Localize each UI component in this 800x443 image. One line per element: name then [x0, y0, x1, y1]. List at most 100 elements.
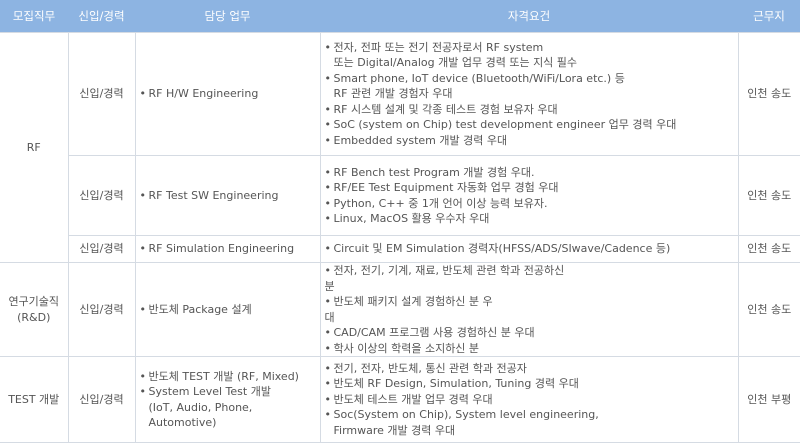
requirement-item: 반도체 패키지 설계 경험하신 분 우대 [325, 294, 734, 325]
type-cell: 신입/경력 [67, 32, 136, 156]
duties-list: 반도체 Package 설계 [140, 302, 316, 318]
requirement-text: RF 시스템 설계 및 각종 테스트 경험 보유자 우대 [333, 102, 558, 116]
position-label: RF [26, 140, 41, 154]
duty-line: (IoT, Audio, Phone, Automotive) [148, 400, 253, 430]
requirement-item: 학사 이상의 학력을 소지하신 분 [325, 341, 734, 357]
table-header: 모집직무 신입/경력 담당 업무 자격요건 근무지 [0, 0, 800, 33]
type-cell: 신입/경력 [68, 235, 136, 263]
requirement-item: CAD/CAM 프로그램 사용 경험하신 분 우대 [325, 325, 734, 341]
duties-list: RF H/W Engineering [140, 86, 316, 102]
duties-cell: RF Test SW Engineering [134, 155, 321, 236]
requirement-text: Circuit 및 EM Simulation 경력자(HFSS/ADS/SIw… [333, 242, 671, 256]
requirement-text: RF/EE Test Equipment 자동화 업무 경험 우대 [333, 181, 559, 194]
requirement-item: Soc(System on Chip), System level engine… [325, 407, 734, 438]
requirement-text: 전자, 전기, 기계, 재료, 반도체 관련 학과 전공하신 [333, 264, 565, 277]
duty-item: System Level Test 개발 (IoT, Audio, Phone, … [140, 384, 316, 431]
requirements-cell: 전기, 전자, 반도체, 통신 관련 학과 전공자반도체 RF Design, … [319, 356, 739, 443]
requirement-item: 반도체 RF Design, Simulation, Tuning 경력 우대 [325, 376, 734, 392]
header-type: 신입/경력 [68, 0, 135, 33]
requirements-cell: 전자, 전파 또는 전기 전공자로서 RF system 또는 Digital/A… [319, 32, 739, 156]
requirement-item: SoC (system on Chip) test development en… [325, 117, 734, 133]
duties-cell: 반도체 Package 설계 [134, 262, 321, 357]
requirement-text: RF Bench test Program 개발 경험 우대. [333, 165, 535, 179]
duty-item: RF Simulation Engineering [140, 241, 316, 257]
requirement-text: Python, C++ 중 1개 언어 이상 능력 보유자. [333, 196, 548, 210]
requirement-item: RF/EE Test Equipment 자동화 업무 경험 우대 [325, 180, 734, 196]
requirement-continuation: 또는 Digital/Analog 개발 업무 경력 또는 지식 필수 [333, 56, 578, 70]
position-label: (R&D) [17, 310, 51, 324]
requirements-list: 전자, 전파 또는 전기 전공자로서 RF system 또는 Digital/A… [325, 40, 734, 149]
requirement-continuation: 대 [324, 310, 335, 324]
requirements-list: 전자, 전기, 기계, 재료, 반도체 관련 학과 전공하신분반도체 패키지 설… [325, 263, 734, 356]
requirement-text: Linux, MacOS 활용 우수자 우대 [333, 212, 490, 225]
duty-item: RF H/W Engineering [140, 86, 316, 102]
requirement-item: 반도체 테스트 개발 업무 경력 우대 [325, 392, 734, 408]
requirement-item: 전기, 전자, 반도체, 통신 관련 학과 전공자 [325, 361, 734, 377]
table-row: RF 신입/경력 RF H/W Engineering 전자, 전파 또는 전기 전공… [0, 32, 800, 263]
duty-line: RF Test SW Engineering [148, 188, 279, 202]
requirement-text: Embedded system 개발 경력 우대 [333, 133, 508, 147]
duties-cell: RF H/W Engineering [134, 32, 321, 156]
location-cell: 인천 부평 [737, 356, 800, 443]
table-row: 신입/경력 RF Test SW Engineering RF Bench test… [0, 155, 800, 236]
requirement-text: 반도체 테스트 개발 업무 경력 우대 [333, 392, 493, 406]
requirements-list: Circuit 및 EM Simulation 경력자(HFSS/ADS/SIw… [325, 241, 734, 257]
position-cell: 연구기술직 (R&D) [0, 262, 69, 357]
requirement-text: Smart phone, IoT device (Bluetooth/WiFi/… [333, 71, 625, 85]
header-position: 모집직무 [0, 0, 68, 33]
duties-cell: 반도체 TEST 개발 (RF, Mixed)System Level Test… [134, 356, 321, 443]
duties-list: 반도체 TEST 개발 (RF, Mixed)System Level Test… [140, 369, 316, 431]
duty-line: System Level Test 개발 [148, 385, 271, 398]
requirement-item: Embedded system 개발 경력 우대 [325, 133, 734, 149]
requirements-cell: 전자, 전기, 기계, 재료, 반도체 관련 학과 전공하신분반도체 패키지 설… [319, 262, 739, 357]
type-cell: 신입/경력 [67, 262, 136, 357]
duty-line: RF H/W Engineering [148, 87, 259, 101]
requirements-cell: Circuit 및 EM Simulation 경력자(HFSS/ADS/SIw… [319, 235, 739, 263]
requirement-item: Linux, MacOS 활용 우수자 우대 [325, 211, 734, 227]
requirement-text: 전기, 전자, 반도체, 통신 관련 학과 전공자 [333, 361, 527, 375]
location-cell: 인천 송도 [737, 155, 800, 236]
position-label: TEST 개발 [8, 392, 60, 406]
requirement-item: RF 시스템 설계 및 각종 테스트 경험 보유자 우대 [325, 102, 734, 118]
location-cell: 인천 송도 [737, 262, 800, 357]
requirement-text: 반도체 RF Design, Simulation, Tuning 경력 우대 [333, 377, 579, 391]
type-cell: 신입/경력 [67, 356, 136, 443]
requirement-continuation: 분 [324, 279, 335, 293]
position-cell: RF [0, 32, 69, 263]
duties-list: RF Simulation Engineering [140, 241, 316, 257]
requirements-cell: RF Bench test Program 개발 경험 우대. RF/EE Tes… [319, 155, 739, 236]
requirement-continuation: RF 관련 개발 경험자 우대 [333, 87, 453, 101]
position-cell: TEST 개발 [0, 356, 69, 443]
duty-item: 반도체 TEST 개발 (RF, Mixed) [140, 369, 316, 385]
header-duties: 담당 업무 [135, 0, 320, 33]
duty-line: RF Simulation Engineering [148, 242, 295, 256]
header-location: 근무지 [738, 0, 800, 33]
table-row: 연구기술직 (R&D) 신입/경력 반도체 Package 설계 전자, 전기, 기계,… [0, 262, 800, 357]
location-cell: 인천 송도 [737, 32, 800, 156]
requirement-text: SoC (system on Chip) test development en… [333, 118, 677, 132]
requirement-text: Soc(System on Chip), System level engine… [333, 408, 599, 422]
duties-list: RF Test SW Engineering [140, 188, 316, 204]
duty-item: 반도체 Package 설계 [140, 302, 316, 318]
location-cell: 인천 송도 [737, 235, 800, 263]
requirement-text: CAD/CAM 프로그램 사용 경험하신 분 우대 [333, 326, 535, 339]
duty-line: 반도체 Package 설계 [148, 302, 252, 316]
table-row: 신입/경력 RF Simulation Engineering Circuit 및 … [0, 235, 800, 263]
requirement-text: 학사 이상의 학력을 소지하신 분 [333, 341, 480, 355]
requirement-item: Smart phone, IoT device (Bluetooth/WiFi/… [325, 71, 734, 102]
requirements-list: RF Bench test Program 개발 경험 우대. RF/EE Tes… [325, 165, 734, 227]
requirement-continuation: Firmware 개발 경력 우대 [333, 423, 456, 437]
requirements-list: 전기, 전자, 반도체, 통신 관련 학과 전공자반도체 RF Design, … [325, 361, 734, 439]
duty-item: RF Test SW Engineering [140, 188, 316, 204]
requirement-item: RF Bench test Program 개발 경험 우대. [325, 165, 734, 181]
requirement-item: Python, C++ 중 1개 언어 이상 능력 보유자. [325, 196, 734, 212]
position-label: 연구기술직 [8, 295, 60, 308]
duties-cell: RF Simulation Engineering [134, 235, 321, 263]
requirement-item: 전자, 전파 또는 전기 전공자로서 RF system 또는 Digital/A… [325, 40, 734, 71]
duty-line: 반도체 TEST 개발 (RF, Mixed) [148, 369, 299, 383]
requirement-text: 전자, 전파 또는 전기 전공자로서 RF system [333, 40, 544, 54]
header-requirements: 자격요건 [320, 0, 738, 33]
requirement-item: Circuit 및 EM Simulation 경력자(HFSS/ADS/SIw… [325, 241, 734, 257]
